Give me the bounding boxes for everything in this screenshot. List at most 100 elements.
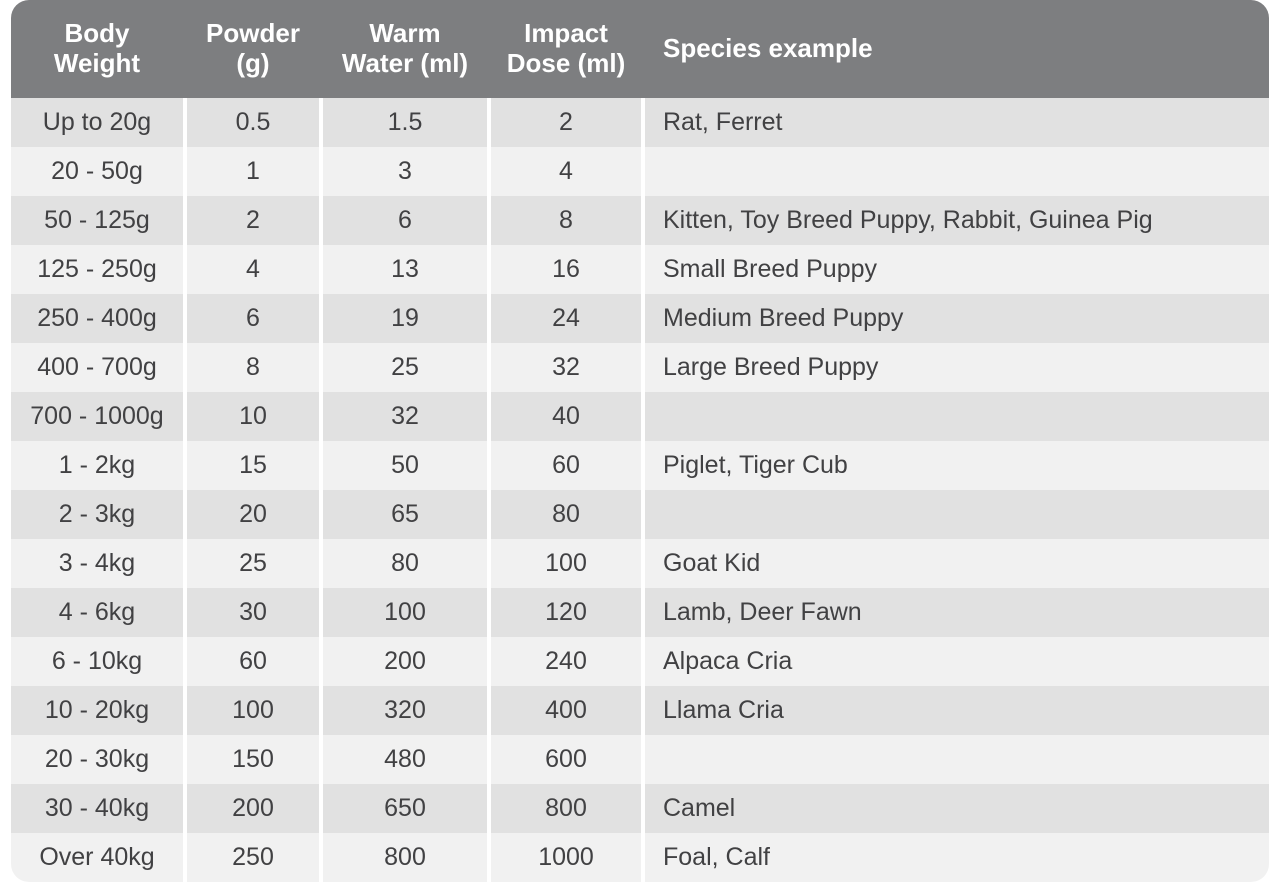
cell-powder: 8	[187, 343, 319, 392]
cell-species: Goat Kid	[645, 539, 1269, 588]
header-row: BodyWeightPowder(g)WarmWater (ml)ImpactD…	[11, 0, 1269, 98]
table-row: 2 - 3kg206580	[11, 490, 1269, 539]
table-row: 400 - 700g82532Large Breed Puppy	[11, 343, 1269, 392]
cell-powder: 0.5	[187, 98, 319, 147]
cell-species: Llama Cria	[645, 686, 1269, 735]
cell-weight: 250 - 400g	[11, 294, 183, 343]
cell-water: 19	[323, 294, 487, 343]
table-body: Up to 20g0.51.52Rat, Ferret20 - 50g13450…	[11, 98, 1269, 882]
cell-water: 32	[323, 392, 487, 441]
cell-water: 800	[323, 833, 487, 882]
cell-powder: 100	[187, 686, 319, 735]
table-row: 10 - 20kg100320400Llama Cria	[11, 686, 1269, 735]
cell-water: 200	[323, 637, 487, 686]
cell-species: Rat, Ferret	[645, 98, 1269, 147]
cell-water: 50	[323, 441, 487, 490]
table-row: 250 - 400g61924Medium Breed Puppy	[11, 294, 1269, 343]
cell-dose: 4	[491, 147, 641, 196]
cell-powder: 60	[187, 637, 319, 686]
cell-dose: 400	[491, 686, 641, 735]
cell-powder: 25	[187, 539, 319, 588]
cell-species: Kitten, Toy Breed Puppy, Rabbit, Guinea …	[645, 196, 1269, 245]
cell-species	[645, 735, 1269, 784]
table-row: 3 - 4kg2580100Goat Kid	[11, 539, 1269, 588]
table-row: 700 - 1000g103240	[11, 392, 1269, 441]
cell-weight: 6 - 10kg	[11, 637, 183, 686]
cell-water: 100	[323, 588, 487, 637]
table-row: 50 - 125g268Kitten, Toy Breed Puppy, Rab…	[11, 196, 1269, 245]
cell-weight: 50 - 125g	[11, 196, 183, 245]
cell-water: 25	[323, 343, 487, 392]
cell-dose: 240	[491, 637, 641, 686]
cell-weight: 125 - 250g	[11, 245, 183, 294]
cell-species: Alpaca Cria	[645, 637, 1269, 686]
cell-water: 650	[323, 784, 487, 833]
cell-species	[645, 392, 1269, 441]
table-row: 30 - 40kg200650800Camel	[11, 784, 1269, 833]
cell-species: Large Breed Puppy	[645, 343, 1269, 392]
col-header-powder: Powder(g)	[187, 0, 319, 98]
cell-powder: 6	[187, 294, 319, 343]
cell-species: Foal, Calf	[645, 833, 1269, 882]
cell-dose: 2	[491, 98, 641, 147]
cell-weight: 700 - 1000g	[11, 392, 183, 441]
table-row: Up to 20g0.51.52Rat, Ferret	[11, 98, 1269, 147]
col-header-dose: ImpactDose (ml)	[491, 0, 641, 98]
cell-water: 1.5	[323, 98, 487, 147]
cell-weight: 20 - 50g	[11, 147, 183, 196]
cell-weight: 20 - 30kg	[11, 735, 183, 784]
cell-weight: Up to 20g	[11, 98, 183, 147]
cell-species: Lamb, Deer Fawn	[645, 588, 1269, 637]
table-row: 20 - 50g134	[11, 147, 1269, 196]
table-row: Over 40kg2508001000Foal, Calf	[11, 833, 1269, 882]
cell-weight: 10 - 20kg	[11, 686, 183, 735]
cell-powder: 10	[187, 392, 319, 441]
cell-dose: 8	[491, 196, 641, 245]
cell-dose: 60	[491, 441, 641, 490]
cell-water: 6	[323, 196, 487, 245]
cell-water: 320	[323, 686, 487, 735]
cell-species	[645, 147, 1269, 196]
cell-weight: 2 - 3kg	[11, 490, 183, 539]
col-header-water: WarmWater (ml)	[323, 0, 487, 98]
cell-powder: 30	[187, 588, 319, 637]
cell-weight: 1 - 2kg	[11, 441, 183, 490]
cell-dose: 40	[491, 392, 641, 441]
table-row: 6 - 10kg60200240Alpaca Cria	[11, 637, 1269, 686]
table-row: 125 - 250g41316Small Breed Puppy	[11, 245, 1269, 294]
dosage-table: BodyWeightPowder(g)WarmWater (ml)ImpactD…	[11, 0, 1269, 882]
cell-water: 480	[323, 735, 487, 784]
cell-water: 13	[323, 245, 487, 294]
cell-weight: 30 - 40kg	[11, 784, 183, 833]
cell-powder: 150	[187, 735, 319, 784]
cell-species: Camel	[645, 784, 1269, 833]
cell-dose: 80	[491, 490, 641, 539]
cell-dose: 32	[491, 343, 641, 392]
cell-water: 3	[323, 147, 487, 196]
table-row: 4 - 6kg30100120Lamb, Deer Fawn	[11, 588, 1269, 637]
cell-dose: 100	[491, 539, 641, 588]
cell-dose: 24	[491, 294, 641, 343]
cell-powder: 2	[187, 196, 319, 245]
cell-dose: 800	[491, 784, 641, 833]
cell-dose: 120	[491, 588, 641, 637]
cell-powder: 20	[187, 490, 319, 539]
cell-weight: 400 - 700g	[11, 343, 183, 392]
cell-species	[645, 490, 1269, 539]
table-row: 1 - 2kg155060Piglet, Tiger Cub	[11, 441, 1269, 490]
cell-powder: 15	[187, 441, 319, 490]
col-header-species: Species example	[645, 0, 1269, 98]
cell-water: 65	[323, 490, 487, 539]
cell-water: 80	[323, 539, 487, 588]
cell-weight: 4 - 6kg	[11, 588, 183, 637]
cell-powder: 4	[187, 245, 319, 294]
cell-dose: 16	[491, 245, 641, 294]
col-header-weight: BodyWeight	[11, 0, 183, 98]
cell-species: Medium Breed Puppy	[645, 294, 1269, 343]
cell-dose: 600	[491, 735, 641, 784]
cell-powder: 250	[187, 833, 319, 882]
table-row: 20 - 30kg150480600	[11, 735, 1269, 784]
cell-species: Piglet, Tiger Cub	[645, 441, 1269, 490]
cell-powder: 200	[187, 784, 319, 833]
cell-dose: 1000	[491, 833, 641, 882]
